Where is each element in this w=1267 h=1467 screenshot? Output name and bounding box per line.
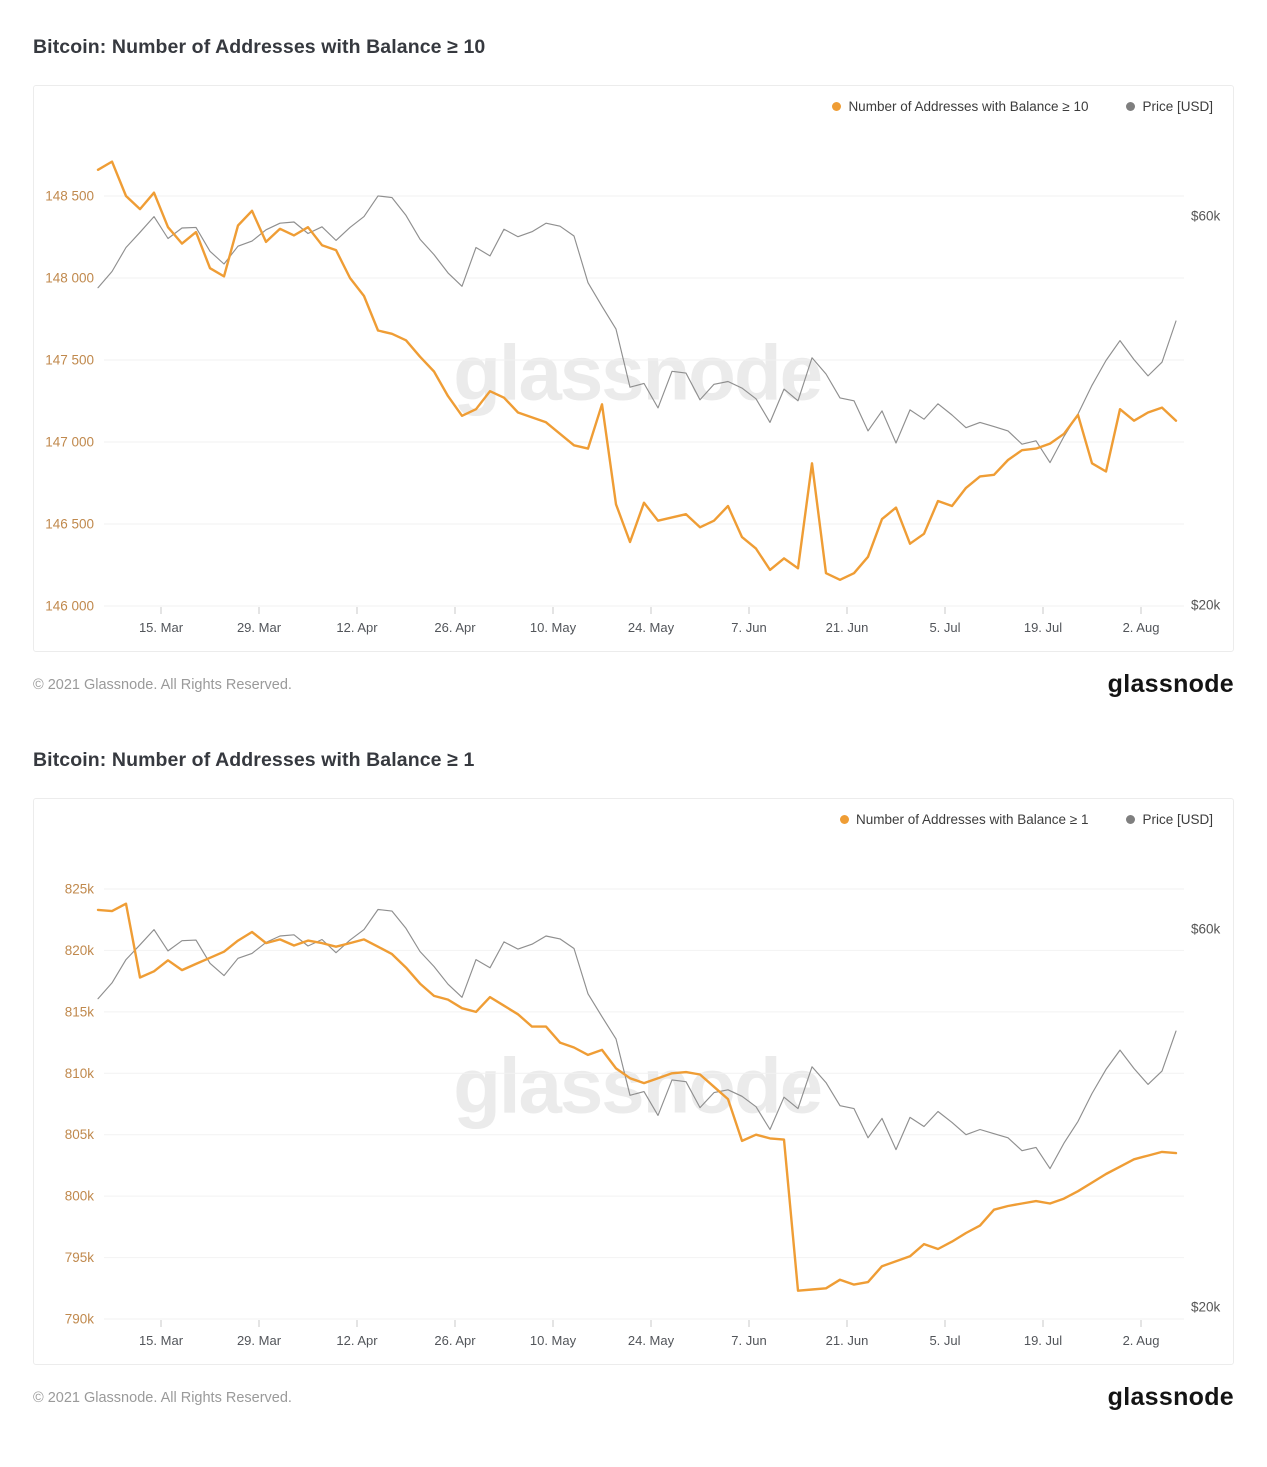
chart-card-2: glassnode 825k 820k 815k 810k 805k 800k 795k 79… [33, 798, 1234, 1365]
svg-text:820k: 820k [65, 943, 95, 958]
svg-text:26. Apr: 26. Apr [434, 620, 476, 635]
glassnode-logo[interactable]: glassnode [1107, 670, 1234, 698]
svg-text:26. Apr: 26. Apr [434, 1333, 476, 1348]
svg-text:10. May: 10. May [530, 620, 577, 635]
copyright-text: © 2021 Glassnode. All Rights Reserved. [33, 1389, 292, 1406]
svg-text:21. Jun: 21. Jun [826, 620, 869, 635]
chart-legend-2: Number of Addresses with Balance ≥ 1 Pri… [839, 812, 1213, 827]
addresses-balance-1-chart[interactable]: 825k 820k 815k 810k 805k 800k 795k 790k $60k $20k… [34, 799, 1233, 1364]
page-title: Bitcoin: Number of Addresses with Balanc… [33, 36, 486, 58]
svg-text:$60k: $60k [1191, 209, 1221, 224]
chart-legend: Number of Addresses with Balance ≥ 10 Pr… [832, 99, 1213, 114]
svg-text:810k: 810k [65, 1066, 95, 1081]
chart-card: glassnode 148 500 148 000 147 500 147 000 14… [33, 85, 1234, 652]
svg-text:$60k: $60k [1191, 922, 1221, 937]
orange-legend-dot-icon [839, 815, 849, 824]
svg-text:147 000: 147 000 [45, 435, 94, 450]
svg-text:146 500: 146 500 [45, 517, 94, 532]
chart-section-balance-gte-10: Bitcoin: Number of Addresses with Balanc… [33, 36, 1234, 707]
chart-footer-2: © 2021 Glassnode. All Rights Reserved. g… [33, 1375, 1234, 1420]
svg-text:15. Mar: 15. Mar [139, 1333, 184, 1348]
glassnode-watermark: glassnode [453, 328, 823, 417]
svg-text:2. Aug: 2. Aug [1123, 620, 1160, 635]
svg-text:19. Jul: 19. Jul [1024, 620, 1062, 635]
svg-text:19. Jul: 19. Jul [1024, 1333, 1062, 1348]
svg-text:800k: 800k [65, 1189, 95, 1204]
svg-text:$20k: $20k [1191, 598, 1221, 613]
svg-text:7. Jun: 7. Jun [731, 1333, 766, 1348]
svg-text:$20k: $20k [1191, 1300, 1221, 1315]
svg-text:10. May: 10. May [530, 1333, 577, 1348]
svg-text:5. Jul: 5. Jul [929, 1333, 960, 1348]
gray-legend-dot-icon [1126, 815, 1136, 824]
copyright-text: © 2021 Glassnode. All Rights Reserved. [33, 676, 292, 693]
svg-text:146 000: 146 000 [45, 599, 94, 614]
legend-item-addresses[interactable]: Number of Addresses with Balance ≥ 1 [839, 812, 1089, 827]
svg-text:12. Apr: 12. Apr [336, 620, 378, 635]
orange-legend-dot-icon [832, 102, 842, 111]
addresses-balance-10-chart[interactable]: 148 500 148 000 147 500 147 000 146 500 146 0… [34, 86, 1233, 651]
svg-text:5. Jul: 5. Jul [929, 620, 960, 635]
legend-label-addresses: Number of Addresses with Balance ≥ 1 [855, 812, 1089, 827]
svg-text:24. May: 24. May [628, 1333, 675, 1348]
svg-text:815k: 815k [65, 1004, 95, 1019]
chart-footer: © 2021 Glassnode. All Rights Reserved. g… [33, 662, 1234, 707]
svg-text:24. May: 24. May [628, 620, 675, 635]
svg-text:29. Mar: 29. Mar [237, 1333, 282, 1348]
legend-item-price[interactable]: Price [USD] [1126, 99, 1213, 114]
page-title-2: Bitcoin: Number of Addresses with Balanc… [33, 749, 475, 771]
legend-item-price[interactable]: Price [USD] [1126, 812, 1213, 827]
legend-item-addresses[interactable]: Number of Addresses with Balance ≥ 10 [832, 99, 1088, 114]
svg-text:29. Mar: 29. Mar [237, 620, 282, 635]
svg-text:795k: 795k [65, 1250, 95, 1265]
legend-label-addresses: Number of Addresses with Balance ≥ 10 [848, 99, 1089, 114]
svg-text:148 500: 148 500 [45, 189, 94, 204]
glassnode-logo[interactable]: glassnode [1107, 1383, 1234, 1411]
svg-text:147 500: 147 500 [45, 353, 94, 368]
svg-text:15. Mar: 15. Mar [139, 620, 184, 635]
svg-text:825k: 825k [65, 882, 95, 897]
svg-text:12. Apr: 12. Apr [336, 1333, 378, 1348]
svg-text:2. Aug: 2. Aug [1123, 1333, 1160, 1348]
legend-label-price: Price [USD] [1142, 99, 1213, 114]
svg-text:805k: 805k [65, 1127, 95, 1142]
chart-section-balance-gte-1: Bitcoin: Number of Addresses with Balanc… [33, 749, 1234, 1420]
svg-text:148 000: 148 000 [45, 271, 94, 286]
svg-text:21. Jun: 21. Jun [826, 1333, 869, 1348]
svg-text:7. Jun: 7. Jun [731, 620, 766, 635]
legend-label-price: Price [USD] [1142, 812, 1213, 827]
svg-text:790k: 790k [65, 1312, 95, 1327]
gray-legend-dot-icon [1126, 102, 1136, 111]
